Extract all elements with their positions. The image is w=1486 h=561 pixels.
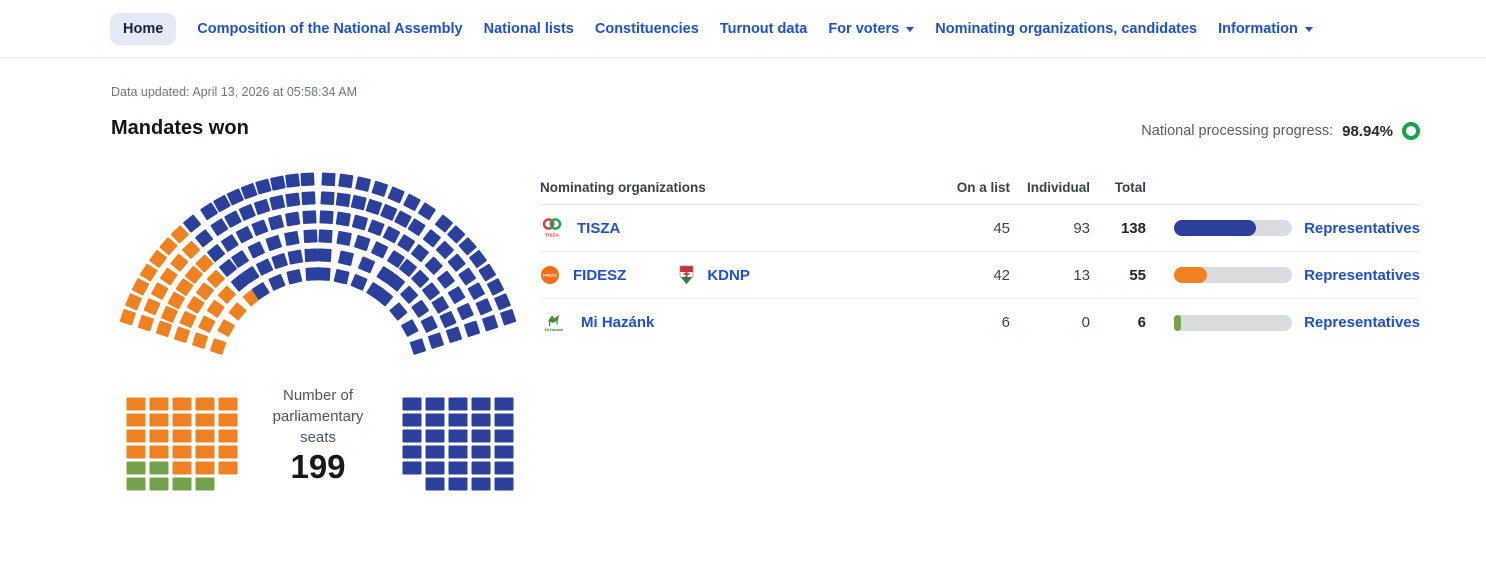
kdnp-logo-icon xyxy=(679,265,694,285)
header-on-a-list: On a list xyxy=(956,179,1010,195)
data-updated-text: Data updated: April 13, 2026 at 05:58:34… xyxy=(111,85,358,99)
nav-item-nominating-organizations[interactable]: Nominating organizations, candidates xyxy=(935,20,1198,37)
svg-text:FIDESZ: FIDESZ xyxy=(543,273,558,278)
header-total: Total xyxy=(1114,179,1146,195)
table-row-fidesz-kdnp: FIDESZ FIDESZ KDNP xyxy=(540,252,1420,299)
progress-ring-icon xyxy=(1402,122,1420,140)
mi-hazank-on-list: 6 xyxy=(1001,314,1010,331)
nav-item-label: For voters xyxy=(828,20,900,37)
svg-text:Mi Hazánk: Mi Hazánk xyxy=(545,328,564,332)
progress-label: National processing progress: xyxy=(1141,123,1334,139)
seat-squares xyxy=(119,172,517,491)
nav-item-home[interactable]: Home xyxy=(110,12,177,45)
tisza-on-list: 45 xyxy=(993,219,1010,237)
chevron-down-icon xyxy=(906,27,915,32)
nav-item-information[interactable]: Information xyxy=(1218,21,1313,37)
nav-item-for-voters[interactable]: For voters xyxy=(828,20,915,37)
seats-caption-line3: seats xyxy=(300,429,336,446)
parliament-seats-chart: Number of parliamentary seats 199 xyxy=(118,165,518,495)
seats-caption-line1: Number of xyxy=(283,387,354,404)
party-link-kdnp[interactable]: KDNP xyxy=(707,266,750,284)
party-link-mi-hazank[interactable]: Mi Hazánk xyxy=(581,314,655,331)
table-row-mi-hazank: Mi Hazánk Mi Hazánk 6 0 6 Representative… xyxy=(540,299,1420,346)
mi-hazank-individual: 0 xyxy=(1081,314,1090,331)
tisza-total: 138 xyxy=(1120,219,1146,237)
svg-text:TISZA: TISZA xyxy=(545,233,559,239)
party-link-fidesz[interactable]: FIDESZ xyxy=(573,266,627,284)
fidesz-kdnp-seat-bar xyxy=(1174,267,1292,283)
fidesz-kdnp-total: 55 xyxy=(1129,266,1146,284)
progress-value: 98.94% xyxy=(1342,122,1393,140)
tisza-seat-bar xyxy=(1174,220,1292,236)
party-link-tisza[interactable]: TISZA xyxy=(577,219,621,237)
nav-item-turnout-data[interactable]: Turnout data xyxy=(719,20,808,37)
nav-item-national-lists[interactable]: National lists xyxy=(483,20,574,37)
page-title: Mandates won xyxy=(111,117,249,139)
nav-item-label: Information xyxy=(1218,20,1298,37)
fidesz-kdnp-individual: 13 xyxy=(1073,266,1090,284)
tisza-logo-icon: TISZA xyxy=(542,218,562,239)
tisza-representatives-link[interactable]: Representatives xyxy=(1304,219,1420,237)
main-nav: Home Composition of the National Assembl… xyxy=(0,0,1486,58)
mi-hazank-representatives-link[interactable]: Representatives xyxy=(1304,314,1420,331)
mi-hazank-logo-icon: Mi Hazánk xyxy=(545,314,564,332)
table-header-row: Nominating organizations On a list Indiv… xyxy=(540,170,1420,205)
total-seats-number: 199 xyxy=(290,448,345,485)
mi-hazank-total: 6 xyxy=(1137,314,1146,331)
fidesz-logo-icon: FIDESZ xyxy=(541,266,559,284)
header-nominating-organizations: Nominating organizations xyxy=(540,179,706,195)
header-individual: Individual xyxy=(1026,179,1090,195)
mandates-table: Nominating organizations On a list Indiv… xyxy=(540,170,1420,346)
fidesz-kdnp-representatives-link[interactable]: Representatives xyxy=(1304,266,1420,284)
processing-progress: National processing progress: 98.94% xyxy=(1141,122,1420,140)
chevron-down-icon xyxy=(1304,27,1313,32)
seats-caption-line2: parliamentary xyxy=(273,408,364,425)
tisza-individual: 93 xyxy=(1073,219,1090,237)
mi-hazank-seat-bar xyxy=(1174,314,1292,331)
nav-item-constituencies[interactable]: Constituencies xyxy=(594,20,699,37)
table-row-tisza: TISZA TISZA 45 93 138 Representatives xyxy=(540,205,1420,252)
fidesz-kdnp-on-list: 42 xyxy=(993,266,1010,284)
nav-item-composition[interactable]: Composition of the National Assembly xyxy=(197,20,463,37)
